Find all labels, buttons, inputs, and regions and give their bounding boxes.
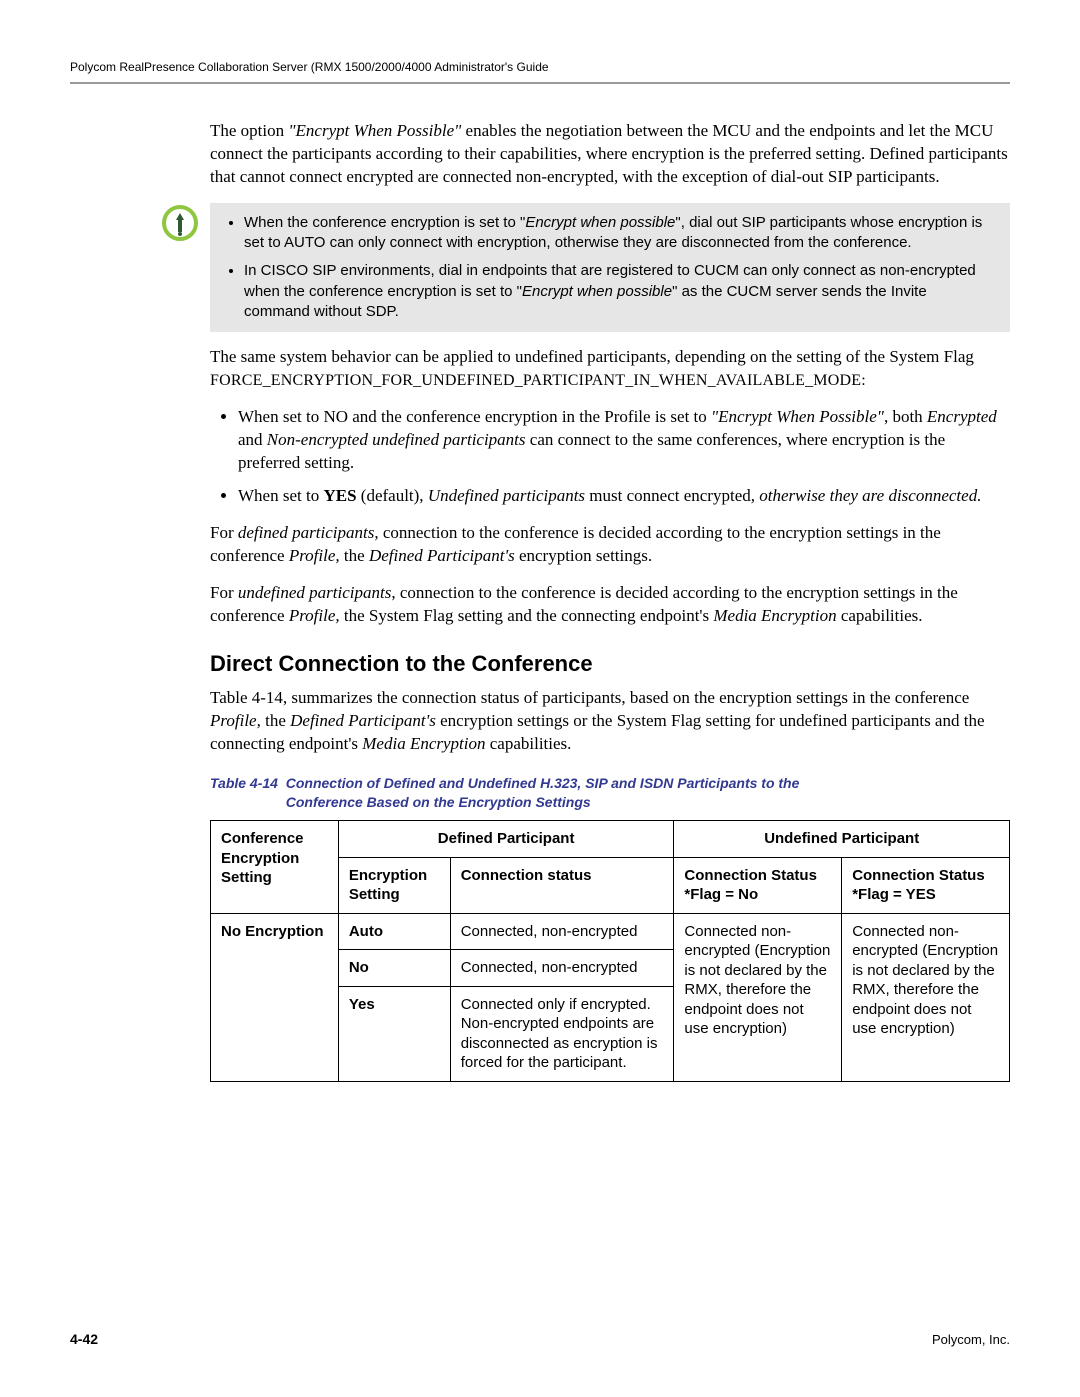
th-flag-yes: Connection Status*Flag = YES — [842, 857, 1010, 913]
pd-em2: Profile, — [289, 546, 340, 565]
body-column: The option "Encrypt When Possible" enabl… — [210, 120, 1010, 1082]
th-undefined: Undefined Participant — [674, 821, 1010, 858]
section-heading: Direct Connection to the Conference — [210, 651, 1010, 677]
pu-d: capabilities. — [837, 606, 923, 625]
table-row: No Encryption Auto Connected, non-encryp… — [211, 913, 1010, 950]
bullet-yes: When set to YES (default), Undefined par… — [238, 485, 1010, 508]
caption-line1: Connection of Defined and Undefined H.32… — [286, 775, 800, 791]
pd-c: the — [340, 546, 369, 565]
note-icon — [162, 205, 198, 241]
th-conf-setting: Conference Encryption Setting — [211, 821, 339, 914]
r0-es: Auto — [349, 923, 383, 940]
footer-company: Polycom, Inc. — [932, 1332, 1010, 1347]
note-item-1: When the conference encryption is set to… — [244, 213, 996, 254]
table-caption: Table 4-14 Connection of Defined and Und… — [210, 774, 1010, 812]
b1-em1: "Encrypt When Possible" — [711, 407, 884, 426]
b2-tail: , otherwise they are disconnected. — [751, 486, 982, 505]
pd-d: encryption settings. — [515, 546, 652, 565]
b1-em3: Non-encrypted undefined participants — [267, 430, 526, 449]
caption-lead: Table 4-14 — [210, 774, 278, 793]
page: Polycom RealPresence Collaboration Serve… — [0, 0, 1080, 1397]
th-flag-no: Connection Status*Flag = No — [674, 857, 842, 913]
pd-a: For — [210, 523, 238, 542]
b1-b: , both — [884, 407, 927, 426]
td-es-auto: Auto — [338, 913, 450, 950]
defined-paragraph: For defined participants, connection to … — [210, 522, 1010, 568]
encryption-table: Conference Encryption Setting Defined Pa… — [210, 820, 1010, 1082]
pd-em3: Defined Participant's — [369, 546, 515, 565]
undefined-paragraph: For undefined participants, connection t… — [210, 582, 1010, 628]
running-header: Polycom RealPresence Collaboration Serve… — [70, 60, 1010, 74]
conf0-text: No Encryption — [221, 923, 324, 940]
td-cs-no: Connected, non-encrypted — [450, 950, 674, 987]
b2-c: must connect encrypted — [585, 486, 751, 505]
system-flag-name: FORCE_ENCRYPTION_FOR_UNDEFINED_PARTICIPA… — [210, 372, 866, 389]
summary-paragraph: Table 4-14, summarizes the connection st… — [210, 687, 1010, 756]
th-conn-status: Connection status — [450, 857, 674, 913]
pu-em2: Profile, — [289, 606, 340, 625]
b2-a: When set to — [238, 486, 323, 505]
td-es-no: No — [338, 950, 450, 987]
intro-paragraph: The option "Encrypt When Possible" enabl… — [210, 120, 1010, 189]
sm-b: the — [261, 711, 290, 730]
page-number: 4-42 — [70, 1331, 98, 1347]
note1-em: Encrypt when possible — [525, 214, 675, 231]
pu-a: For — [210, 583, 238, 602]
b2-em: Undefined participants — [428, 486, 585, 505]
b1-c: and — [238, 430, 267, 449]
td-cs-auto: Connected, non-encrypted — [450, 913, 674, 950]
note-block: When the conference encryption is set to… — [162, 203, 1010, 332]
td-conf-no-enc: No Encryption — [211, 913, 339, 1081]
pd-em1: defined participants — [238, 523, 374, 542]
b1-a: When set to NO and the conference encryp… — [238, 407, 711, 426]
sm-d: capabilities. — [485, 734, 571, 753]
note1-pre: When the conference encryption is set to… — [244, 214, 525, 231]
flag-bullets: When set to NO and the conference encryp… — [210, 406, 1010, 508]
pu-em1: undefined participants — [238, 583, 391, 602]
r2-es: Yes — [349, 996, 375, 1013]
sm-em1: Profile, — [210, 711, 261, 730]
th-enc-setting: Encryption Setting — [338, 857, 450, 913]
td-un-no: Connected non-encrypted (Encryption is n… — [674, 913, 842, 1081]
bullet-no: When set to NO and the conference encryp… — [238, 406, 1010, 475]
note2-em: Encrypt when possible — [522, 283, 672, 300]
header-rule — [70, 82, 1010, 84]
intro-pre: The option — [210, 121, 288, 140]
caption-line2: Conference Based on the Encryption Setti… — [286, 794, 591, 810]
sm-em2: Defined Participant's — [290, 711, 436, 730]
sm-em3: Media Encryption — [362, 734, 485, 753]
td-es-yes: Yes — [338, 986, 450, 1081]
td-cs-yes: Connected only if encrypted.Non-encrypte… — [450, 986, 674, 1081]
td-un-yes: Connected non-encrypted (Encryption is n… — [842, 913, 1010, 1081]
note-item-2: In CISCO SIP environments, dial in endpo… — [244, 261, 996, 322]
intro-quote: "Encrypt When Possible" — [288, 121, 461, 140]
after-note-text: The same system behavior can be applied … — [210, 347, 974, 366]
pu-c: the System Flag setting and the connecti… — [340, 606, 714, 625]
b2-yes: YES — [323, 486, 356, 505]
note-box: When the conference encryption is set to… — [210, 203, 1010, 332]
b1-em2: Encrypted — [927, 407, 997, 426]
th-defined: Defined Participant — [338, 821, 674, 858]
r1-es: No — [349, 959, 369, 976]
table-header-row-1: Conference Encryption Setting Defined Pa… — [211, 821, 1010, 858]
sm-a: Table 4-14, summarizes the connection st… — [210, 688, 969, 707]
after-note-paragraph: The same system behavior can be applied … — [210, 346, 1010, 392]
pu-em3: Media Encryption — [713, 606, 836, 625]
b2-b: (default), — [357, 486, 428, 505]
